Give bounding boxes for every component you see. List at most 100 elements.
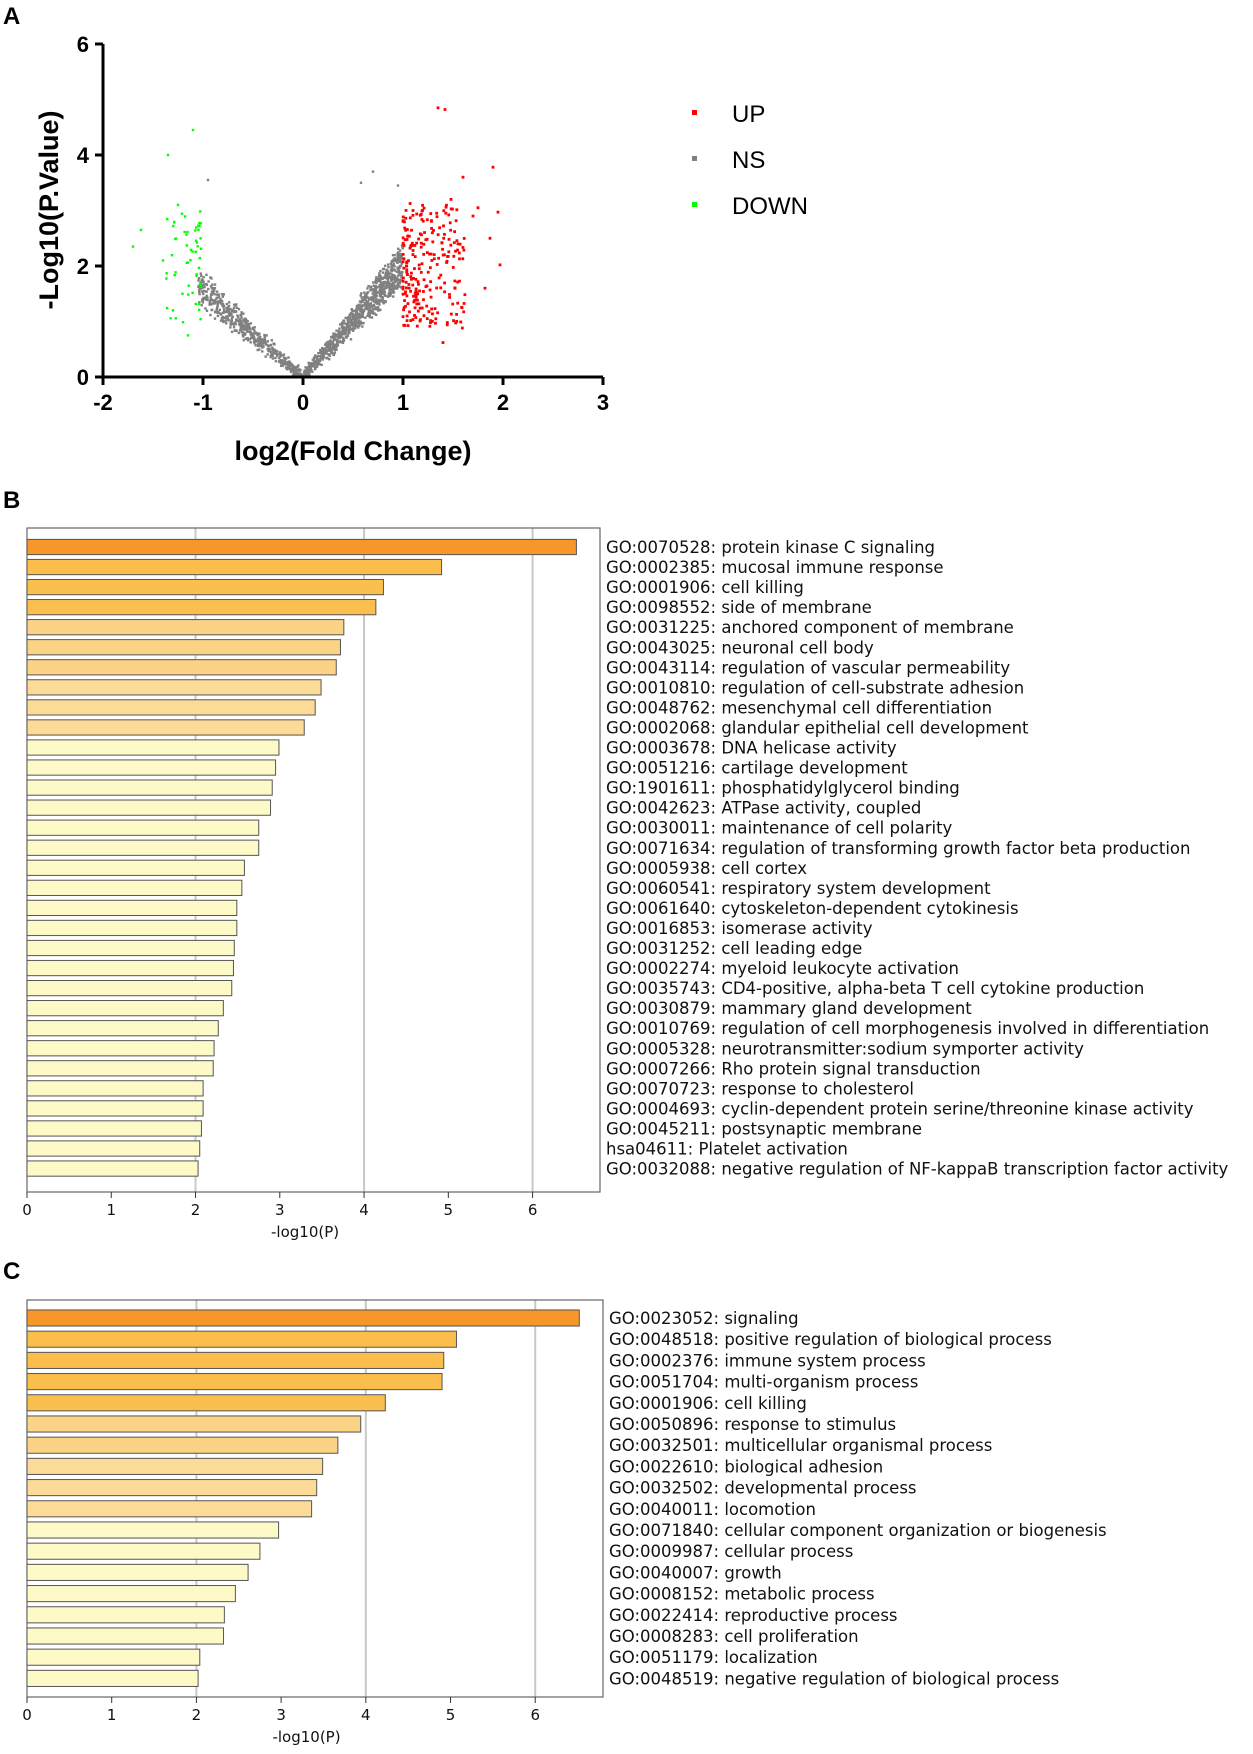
ns-point: [215, 308, 218, 311]
ns-point: [357, 320, 361, 324]
ns-point: [359, 309, 362, 312]
ns-point: [245, 329, 249, 332]
ns-point: [280, 361, 284, 364]
ns-point: [199, 272, 203, 275]
ns-point: [253, 342, 256, 345]
ns-point: [398, 285, 401, 288]
up-point: [437, 256, 441, 260]
ns-point: [278, 351, 282, 354]
ns-point: [340, 332, 344, 336]
ns-point: [368, 314, 371, 317]
ns-point: [207, 280, 210, 283]
up-point: [422, 298, 425, 302]
bar: [26, 719, 305, 736]
ns-point: [256, 348, 259, 352]
ns-point: [223, 311, 227, 314]
up-point: [447, 213, 451, 217]
ns-point: [385, 282, 388, 286]
ns-point: [370, 316, 374, 319]
ns-point: [336, 344, 339, 347]
down-point: [198, 256, 202, 260]
down-point: [191, 250, 194, 253]
term-label: GO:1901611: phosphatidylglycerol binding: [606, 779, 960, 798]
ns-point: [346, 320, 350, 324]
bar: [26, 1000, 224, 1017]
term-label: GO:0051704: multi-organism process: [609, 1373, 918, 1392]
ns-point: [355, 316, 358, 320]
ns-point: [261, 342, 265, 345]
up-point: [449, 312, 453, 316]
up-point: [405, 314, 409, 318]
ns-point: [198, 287, 201, 290]
ns-point: [347, 332, 350, 335]
ns-point: [373, 307, 376, 311]
ns-point: [239, 313, 242, 317]
up-point: [449, 228, 453, 232]
up-point: [456, 301, 460, 305]
up-point: [439, 286, 443, 290]
ns-point: [220, 292, 224, 296]
ns-point: [210, 299, 213, 302]
ns-point: [253, 329, 256, 332]
ns-point: [356, 305, 360, 309]
up-point: [441, 341, 445, 344]
ns-point: [328, 349, 332, 352]
up-point: [488, 236, 492, 240]
bar: [26, 1140, 201, 1157]
up-point: [414, 294, 418, 298]
ns-point: [381, 276, 384, 280]
down-point: [195, 226, 198, 229]
ns-point: [268, 348, 271, 351]
ns-point: [221, 311, 225, 314]
ns-point: [241, 325, 244, 328]
ns-point: [276, 350, 279, 353]
ns-point: [208, 300, 212, 303]
ns-point: [345, 322, 348, 325]
ns-point: [359, 313, 362, 316]
ns-point: [309, 367, 313, 370]
legend-marker-ns: [692, 156, 697, 161]
x-tick-label: 3: [276, 1706, 286, 1724]
up-point: [416, 292, 420, 296]
ns-point: [272, 350, 276, 353]
ns-point: [336, 333, 340, 336]
ns-point: [387, 272, 390, 275]
ns-point: [388, 285, 391, 289]
x-tick-label: 1: [107, 1706, 117, 1724]
ns-point: [372, 297, 375, 300]
ns-point: [361, 312, 364, 315]
ns-point: [208, 303, 211, 306]
up-point: [416, 298, 419, 302]
ns-point: [227, 301, 231, 304]
ns-point: [282, 353, 286, 356]
ns-point: [372, 284, 376, 287]
ns-point: [278, 352, 281, 356]
up-point: [445, 261, 449, 264]
up-point: [413, 314, 416, 317]
ns-point: [242, 320, 246, 323]
ns-point: [274, 349, 278, 353]
up-point: [401, 285, 405, 289]
up-point: [407, 259, 410, 263]
ns-point: [396, 256, 399, 259]
ns-point: [377, 291, 380, 294]
ns-point: [383, 264, 387, 268]
ns-point: [376, 279, 380, 282]
ns-point: [232, 310, 236, 314]
ns-point: [360, 296, 363, 299]
ns-point: [389, 272, 392, 275]
ns-point: [361, 315, 364, 318]
ns-point: [374, 281, 378, 284]
ns-point: [374, 278, 378, 281]
ns-point: [355, 309, 358, 312]
up-point: [411, 213, 415, 217]
ns-point: [304, 366, 307, 369]
ns-point: [266, 353, 269, 356]
up-point: [498, 263, 502, 267]
ns-point: [235, 329, 238, 333]
ns-point: [372, 281, 375, 284]
ns-point: [269, 343, 273, 347]
ns-point: [397, 278, 400, 282]
ns-point: [296, 371, 299, 375]
ns-point: [258, 348, 261, 351]
